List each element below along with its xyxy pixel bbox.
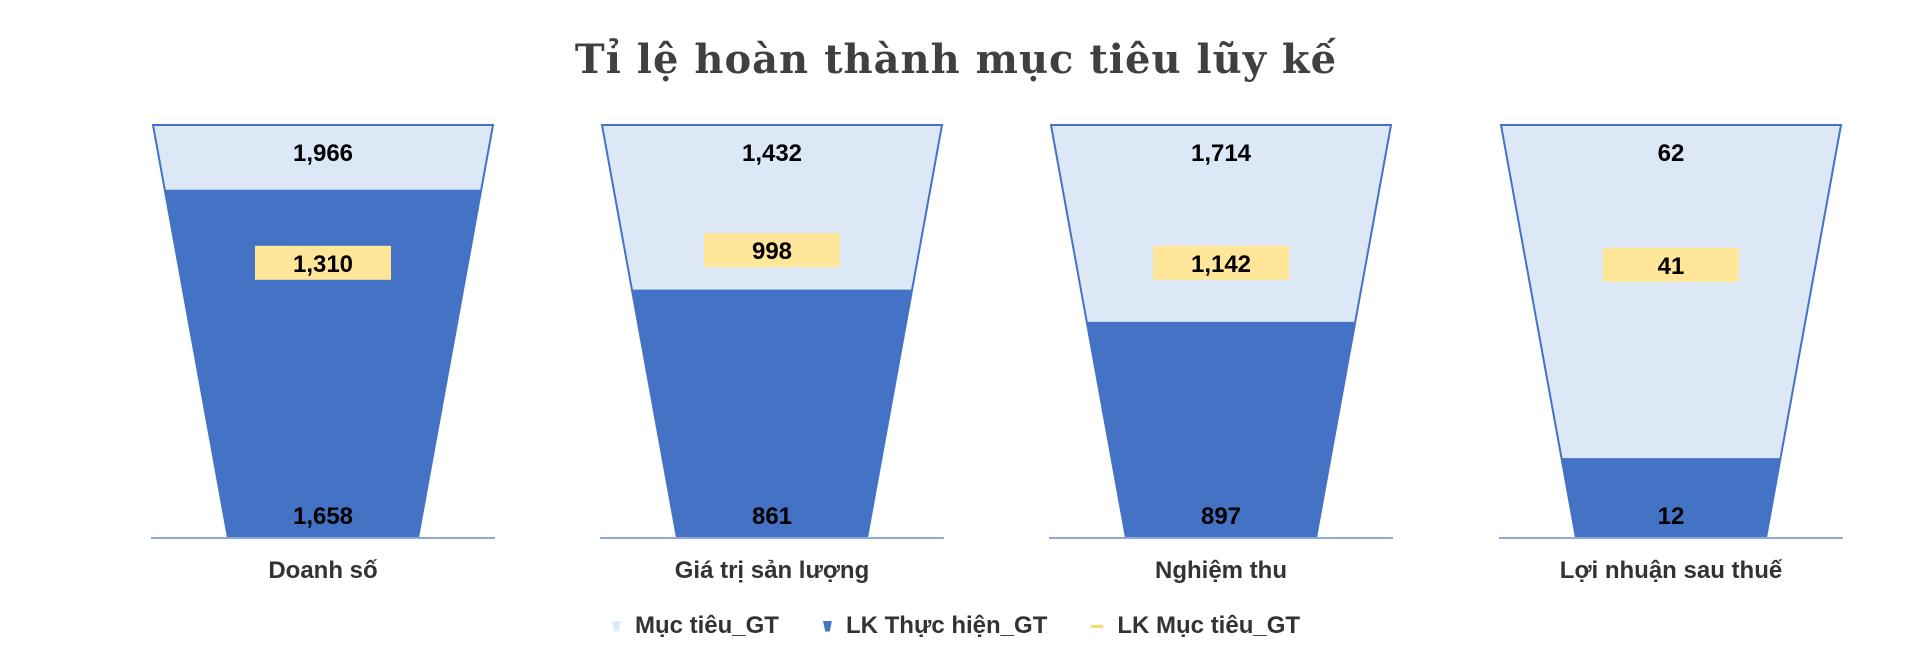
legend-swatch-actual — [822, 620, 832, 632]
legend-item-cumulative-target: LK Mục tiêu_GT — [1091, 612, 1300, 640]
category-label: Doanh số — [268, 557, 377, 584]
actual-value-label: 861 — [752, 503, 792, 530]
legend-label-actual: LK Thực hiện_GT — [845, 612, 1048, 639]
legend-item-target: Mục tiêu_GT — [611, 612, 779, 640]
cumulative-target-value-label: 998 — [752, 238, 792, 265]
actual-bar — [164, 189, 482, 538]
actual-bar — [1561, 458, 1781, 538]
legend-label-target: Mục tiêu_GT — [634, 612, 779, 639]
legend-swatch-target — [611, 620, 621, 632]
actual-value-label: 1,658 — [293, 503, 353, 530]
legend: Mục tiêu_GT LK Thực hiện_GT LK Mục tiêu_… — [0, 612, 1912, 640]
target-value-label: 1,714 — [1191, 140, 1252, 167]
category-label: Giá trị sản lượng — [675, 557, 869, 584]
category-label: Nghiệm thu — [1155, 557, 1287, 584]
chart-title: Tỉ lệ hoàn thành mục tiêu lũy kế — [574, 36, 1338, 83]
target-value-label: 62 — [1658, 140, 1685, 167]
cumulative-target-value-label: 1,142 — [1191, 251, 1251, 278]
cumulative-target-marker — [704, 233, 840, 268]
legend-label-cumulative-target: LK Mục tiêu_GT — [1117, 612, 1301, 639]
legend-swatch-cumulative-target — [1091, 624, 1104, 628]
actual-bar — [631, 289, 913, 538]
target-value-label: 1,432 — [742, 140, 802, 167]
actual-value-label: 12 — [1658, 503, 1685, 530]
cumulative-target-value-label: 1,310 — [293, 251, 353, 278]
actual-bar — [1086, 321, 1356, 538]
cumulative-target-value-label: 41 — [1658, 253, 1685, 280]
target-value-label: 1,966 — [293, 140, 353, 167]
cumulative-target-marker — [1603, 247, 1739, 282]
cumulative-target-marker — [255, 245, 391, 280]
cumulative-target-marker — [1153, 245, 1289, 280]
actual-value-label: 897 — [1201, 503, 1241, 530]
legend-item-actual: LK Thực hiện_GT — [822, 612, 1048, 640]
category-label: Lợi nhuận sau thuế — [1560, 557, 1783, 584]
